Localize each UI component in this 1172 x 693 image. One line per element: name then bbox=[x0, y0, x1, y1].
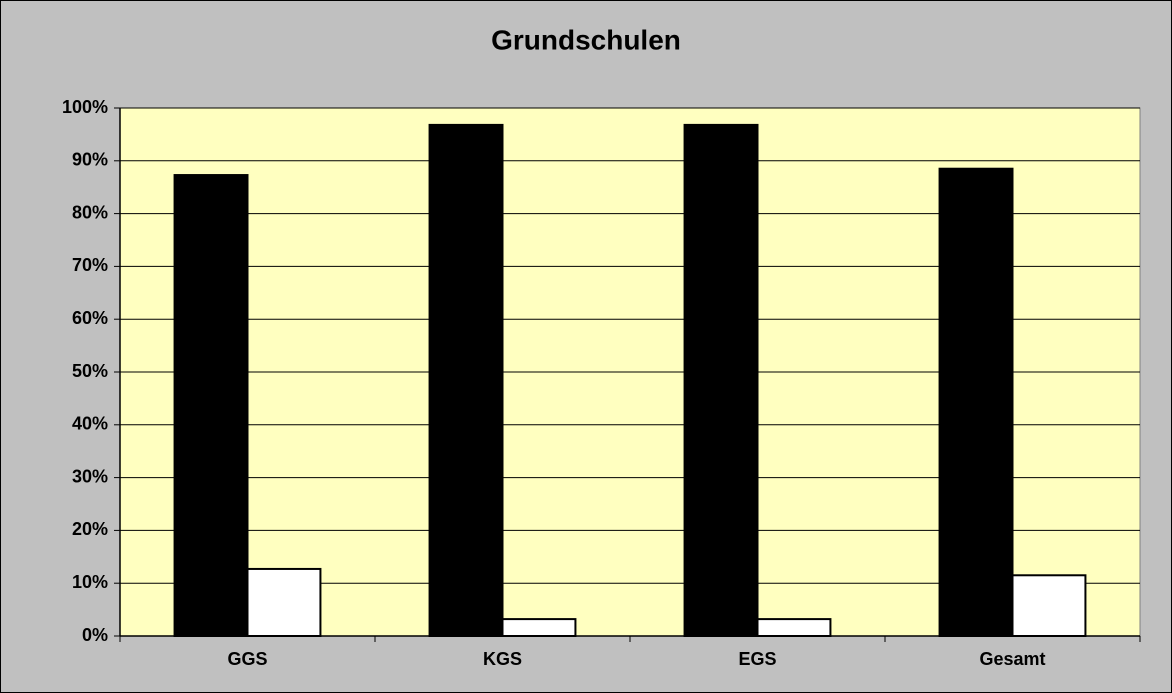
y-tick-label: 100% bbox=[62, 97, 108, 117]
y-tick-label: 40% bbox=[72, 414, 108, 434]
bar bbox=[756, 618, 832, 638]
bar bbox=[246, 567, 322, 637]
x-tick-label: Gesamt bbox=[979, 649, 1045, 669]
x-tick-label: GGS bbox=[227, 649, 267, 669]
bar bbox=[1011, 574, 1087, 638]
y-tick-label: 80% bbox=[72, 202, 108, 222]
y-tick-label: 20% bbox=[72, 519, 108, 539]
y-tick-label: 70% bbox=[72, 255, 108, 275]
y-tick-label: 30% bbox=[72, 466, 108, 486]
y-tick-label: 0% bbox=[82, 625, 108, 645]
bar bbox=[501, 618, 577, 638]
bar bbox=[428, 123, 504, 638]
y-tick-label: 10% bbox=[72, 572, 108, 592]
x-tick-label: EGS bbox=[738, 649, 776, 669]
chart-title: Grundschulen bbox=[491, 24, 681, 55]
bar bbox=[173, 174, 249, 637]
y-tick-label: 90% bbox=[72, 150, 108, 170]
x-tick-label: KGS bbox=[483, 649, 522, 669]
y-tick-label: 50% bbox=[72, 361, 108, 381]
bar bbox=[938, 167, 1014, 637]
y-tick-label: 60% bbox=[72, 308, 108, 328]
bar bbox=[683, 123, 759, 638]
